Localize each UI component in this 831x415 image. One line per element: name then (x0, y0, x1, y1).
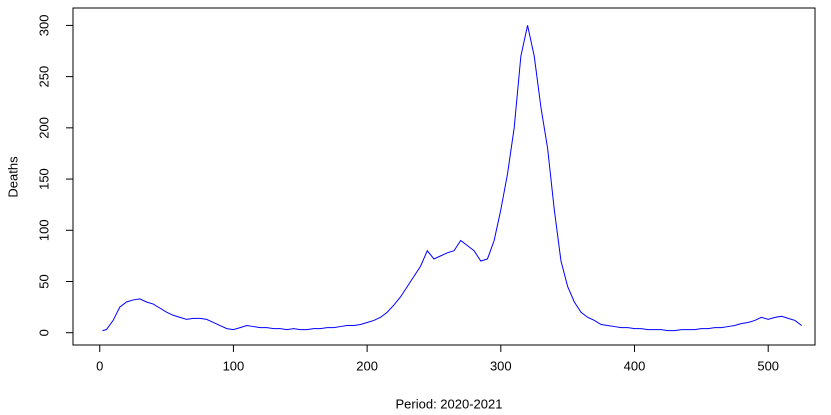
x-tick-label: 200 (356, 358, 378, 373)
x-tick-label: 400 (624, 358, 646, 373)
plot-frame (72, 7, 816, 346)
x-tick-label: 100 (223, 358, 245, 373)
y-tick-label: 0 (36, 329, 51, 336)
y-axis-label: Deaths (5, 156, 20, 198)
x-axis-label: Period: 2020-2021 (396, 396, 503, 411)
y-tick-label: 250 (36, 66, 51, 88)
y-tick-label: 50 (36, 274, 51, 288)
x-tick-label: 300 (490, 358, 512, 373)
x-tick-label: 500 (757, 358, 779, 373)
y-tick-label: 300 (36, 15, 51, 37)
y-tick-label: 100 (36, 219, 51, 241)
x-tick-label: 0 (96, 358, 103, 373)
data-line (102, 25, 802, 332)
y-tick-label: 150 (36, 168, 51, 190)
y-tick-label: 200 (36, 117, 51, 139)
